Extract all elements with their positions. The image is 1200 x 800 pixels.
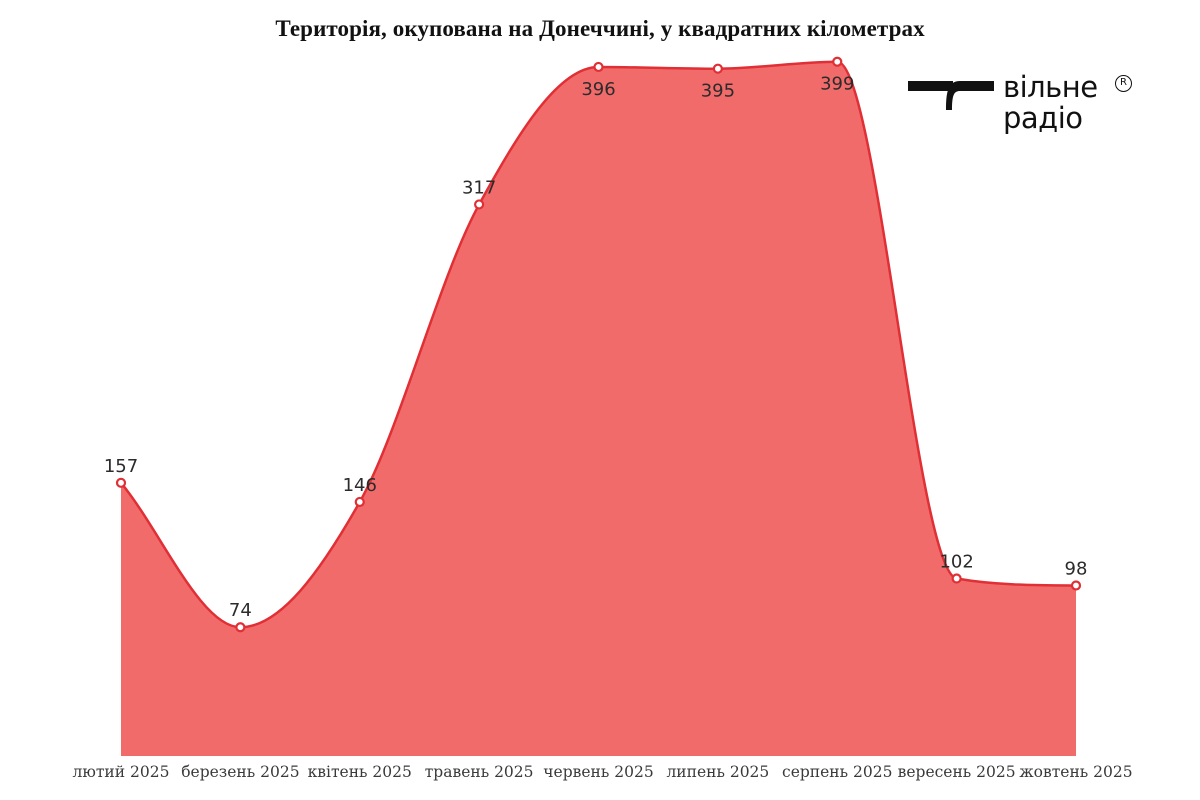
- data-value-label: 395: [701, 81, 735, 102]
- data-value-label: 157: [104, 456, 138, 477]
- x-axis-tick-label: травень 2025: [425, 763, 534, 781]
- x-axis-tick-label: серпень 2025: [782, 763, 892, 781]
- data-point-marker: [115, 477, 127, 488]
- area-line: [120, 60, 1077, 629]
- data-value-label: 74: [229, 600, 252, 621]
- data-point-marker: [235, 622, 246, 633]
- x-axis-labels: лютий 2025 березень 2025 квітень 2025 траве…: [73, 763, 1133, 781]
- logo-wordmark: вільне радіо: [1003, 72, 1098, 134]
- data-point-marker: [354, 496, 365, 508]
- data-point-marker: [832, 56, 843, 67]
- data-markers: [115, 56, 1082, 633]
- data-point-marker: [712, 63, 723, 74]
- logo-line-1: вільне: [1003, 70, 1098, 104]
- logo-line-2: радіо: [1003, 101, 1083, 135]
- data-value-label: 98: [1065, 558, 1088, 579]
- x-axis-tick-label: липень 2025: [666, 763, 769, 781]
- data-value-label: 396: [581, 79, 615, 100]
- data-point-marker: [593, 61, 604, 73]
- data-labels: 157 74 146 317 396 395 399 102 98: [104, 74, 1088, 621]
- data-value-label: 146: [343, 475, 377, 496]
- x-axis-tick-label: червень 2025: [543, 763, 653, 781]
- x-axis-tick-label: квітень 2025: [308, 763, 412, 781]
- x-axis-tick-label: вересень 2025: [898, 763, 1016, 781]
- chart-title: Територія, окупована на Донеччині, у ква…: [275, 16, 925, 41]
- data-point-marker: [474, 199, 485, 210]
- x-axis-tick-label: березень 2025: [181, 763, 299, 781]
- vilne-radio-logo-mark-icon: [908, 81, 994, 110]
- data-point-marker: [951, 573, 962, 584]
- data-value-label: 399: [820, 74, 854, 95]
- area-fill: [121, 61, 1076, 757]
- vilne-radio-logo: вільне радіо R: [908, 72, 1148, 142]
- data-value-label: 102: [939, 552, 973, 573]
- x-axis-tick-label: лютий 2025: [73, 763, 170, 781]
- data-value-label: 317: [462, 177, 496, 198]
- registered-mark-icon: R: [1115, 75, 1132, 92]
- x-axis-tick-label: жовтень 2025: [1019, 763, 1132, 781]
- data-point-marker: [1070, 580, 1082, 591]
